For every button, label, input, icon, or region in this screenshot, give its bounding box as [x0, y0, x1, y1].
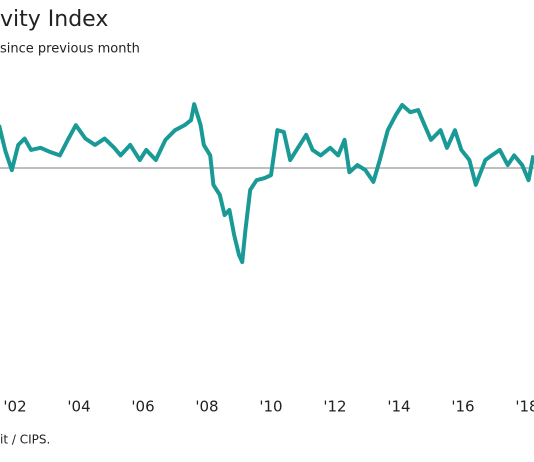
x-tick-label: '06	[131, 398, 154, 416]
x-tick-label: '04	[67, 398, 90, 416]
x-tick-label: '10	[259, 398, 282, 416]
chart-title: vity Index	[0, 7, 108, 32]
source: it / CIPS.	[0, 433, 50, 447]
x-tick-label: '12	[323, 398, 346, 416]
x-tick-label: '14	[387, 398, 410, 416]
x-tick-label: '02	[3, 398, 26, 416]
chart-subtitle: since previous month	[0, 42, 140, 57]
x-tick-label: '08	[195, 398, 218, 416]
data-line	[0, 102, 534, 265]
x-tick-label: '16	[451, 398, 474, 416]
x-tick-label: '18	[515, 398, 534, 416]
